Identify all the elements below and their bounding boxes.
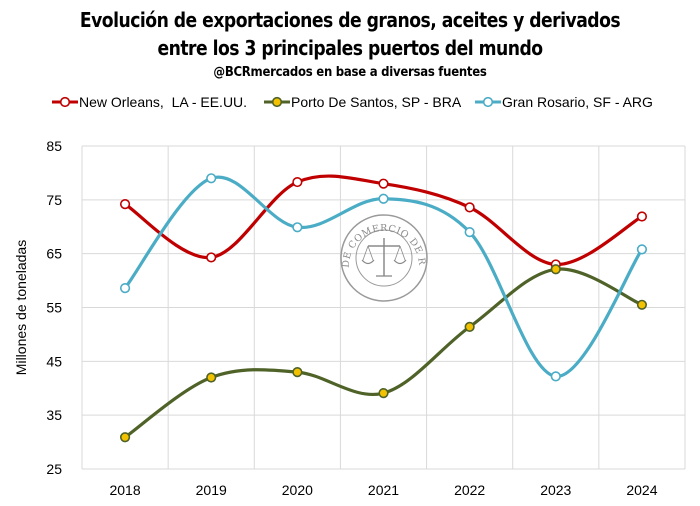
- legend-marker: [482, 96, 494, 108]
- data-point: [550, 264, 561, 275]
- y-tick-label: 25: [46, 461, 62, 477]
- y-tick-label: 65: [46, 246, 62, 262]
- series: [119, 173, 648, 443]
- y-tick-label: 55: [46, 300, 62, 316]
- legend-marker: [271, 96, 283, 108]
- data-point: [119, 432, 131, 443]
- y-tick-label: 35: [46, 407, 62, 423]
- data-point: [119, 283, 131, 294]
- legend-label: Gran Rosario, SF - ARG: [502, 94, 653, 110]
- series-line-1: [123, 267, 644, 439]
- legend-label: New Orleans, LA - EE.UU.: [79, 94, 247, 110]
- y-axis-title: Millones de toneladas: [13, 240, 29, 375]
- chart-title-line-2: entre los 3 principales puertos del mund…: [157, 36, 543, 60]
- chart-subtitle: @BCRmercados en base a diversas fuentes: [213, 65, 487, 80]
- data-point: [119, 199, 131, 210]
- y-tick-label: 75: [46, 192, 62, 208]
- x-tick-label: 2020: [282, 482, 313, 498]
- data-point: [378, 178, 389, 189]
- x-tick-label: 2018: [109, 482, 140, 498]
- data-point: [206, 173, 217, 184]
- data-point: [464, 227, 475, 238]
- data-point: [378, 193, 389, 204]
- x-tick-label: 2024: [626, 482, 657, 498]
- chart-title-line-1: Evolución de exportaciones de granos, ac…: [79, 8, 621, 32]
- data-point: [550, 371, 561, 382]
- series-2: [119, 173, 648, 382]
- data-point: [206, 372, 217, 383]
- legend: New Orleans, LA - EE.UU. Porto De Santos,…: [52, 94, 653, 110]
- x-tick-label: 2019: [196, 482, 227, 498]
- x-tick-label: 2022: [454, 482, 485, 498]
- data-point: [464, 202, 475, 213]
- seal-inner-ring: [355, 229, 413, 287]
- scales-pan-left: [361, 259, 375, 265]
- x-tick-label: 2021: [368, 482, 399, 498]
- y-tick-label: 45: [46, 353, 62, 369]
- data-point: [636, 244, 648, 255]
- scales-pan-right: [393, 259, 407, 265]
- y-tick-label: 85: [46, 138, 62, 154]
- data-point: [292, 367, 303, 378]
- data-point: [292, 176, 303, 188]
- x-tick-label: 2023: [540, 482, 571, 498]
- legend-marker: [59, 96, 71, 108]
- legend-label: Porto De Santos, SP - BRA: [291, 94, 462, 110]
- seal-outer-ring: [340, 214, 428, 302]
- data-point: [206, 252, 217, 263]
- data-point: [636, 299, 648, 310]
- series-1: [119, 264, 648, 443]
- data-point: [464, 321, 475, 332]
- data-point: [292, 222, 303, 233]
- series-line-2: [123, 175, 644, 379]
- data-point: [378, 387, 389, 399]
- data-point: [636, 211, 648, 222]
- axes: 25 35 45 55 65 75 85 2018 2019 2020 2021 2022 2023 20…: [13, 138, 658, 498]
